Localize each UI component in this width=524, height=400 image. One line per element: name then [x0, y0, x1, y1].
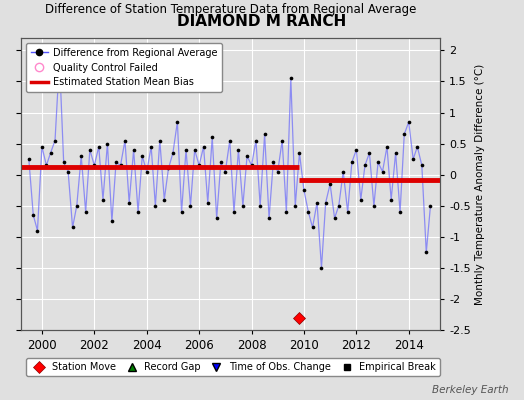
Point	[160, 196, 168, 203]
Point	[59, 159, 68, 166]
Point	[413, 144, 421, 150]
Point	[291, 202, 299, 209]
Point	[182, 147, 190, 153]
Point	[72, 202, 81, 209]
Point	[151, 202, 159, 209]
Point	[216, 159, 225, 166]
Point	[295, 150, 303, 156]
Point	[369, 202, 378, 209]
Point	[177, 209, 185, 215]
Point	[112, 159, 120, 166]
Point	[409, 156, 417, 162]
Y-axis label: Monthly Temperature Anomaly Difference (°C): Monthly Temperature Anomaly Difference (…	[475, 63, 485, 305]
Point	[33, 227, 41, 234]
Point	[321, 200, 330, 206]
Point	[94, 144, 103, 150]
Point	[405, 119, 413, 125]
Point	[365, 150, 374, 156]
Point	[422, 249, 430, 256]
Point	[99, 196, 107, 203]
Point	[334, 202, 343, 209]
Point	[300, 187, 308, 194]
Point	[200, 144, 208, 150]
Point	[38, 144, 46, 150]
Point	[125, 200, 133, 206]
Point	[187, 202, 195, 209]
Point	[356, 196, 365, 203]
Point	[304, 209, 312, 215]
Text: Berkeley Earth: Berkeley Earth	[432, 385, 508, 395]
Point	[208, 134, 216, 141]
Point	[361, 162, 369, 168]
Point	[90, 162, 99, 168]
Point	[129, 147, 138, 153]
Point	[64, 168, 72, 175]
Point	[418, 162, 426, 168]
Point	[287, 75, 295, 82]
Point	[238, 202, 247, 209]
Point	[156, 137, 164, 144]
Point	[247, 162, 256, 168]
Point	[77, 153, 85, 159]
Point	[190, 147, 199, 153]
Point	[318, 265, 326, 271]
Point	[308, 224, 316, 231]
Point	[212, 215, 221, 221]
Point	[195, 162, 203, 168]
Point	[278, 137, 286, 144]
Point	[138, 153, 146, 159]
Point	[378, 168, 387, 175]
Point	[383, 144, 391, 150]
Text: DIAMOND M RANCH: DIAMOND M RANCH	[178, 14, 346, 29]
Point	[116, 162, 125, 168]
Point	[331, 215, 339, 221]
Point	[143, 168, 151, 175]
Point	[147, 144, 155, 150]
Point	[164, 165, 172, 172]
Point	[121, 137, 129, 144]
Point	[396, 209, 405, 215]
Point	[265, 215, 274, 221]
Point	[81, 209, 90, 215]
Point	[313, 200, 321, 206]
Point	[85, 147, 94, 153]
Point	[69, 224, 77, 231]
Point	[426, 202, 434, 209]
Point	[400, 131, 408, 138]
Point	[42, 162, 50, 168]
Point	[243, 153, 251, 159]
Point	[274, 168, 282, 175]
Point	[234, 147, 243, 153]
Point	[391, 150, 400, 156]
Point	[46, 150, 54, 156]
Point	[282, 209, 290, 215]
Point	[25, 156, 33, 162]
Point	[374, 159, 382, 166]
Point	[51, 137, 59, 144]
Point	[326, 181, 334, 187]
Point	[260, 131, 269, 138]
Point	[203, 200, 212, 206]
Point	[230, 209, 238, 215]
Point	[256, 202, 264, 209]
Point	[269, 159, 277, 166]
Point	[339, 168, 347, 175]
Point	[252, 137, 260, 144]
Point	[221, 168, 230, 175]
Point	[134, 209, 143, 215]
Point	[169, 150, 177, 156]
Point	[56, 56, 64, 63]
Point	[347, 159, 356, 166]
Point	[103, 140, 112, 147]
Point	[387, 196, 395, 203]
Point	[225, 137, 234, 144]
Point	[29, 212, 37, 218]
Legend: Station Move, Record Gap, Time of Obs. Change, Empirical Break: Station Move, Record Gap, Time of Obs. C…	[26, 358, 440, 376]
Point	[107, 218, 116, 224]
Point	[343, 209, 352, 215]
Point	[173, 119, 181, 125]
Title: Difference of Station Temperature Data from Regional Average: Difference of Station Temperature Data f…	[45, 3, 416, 16]
Point	[352, 147, 361, 153]
